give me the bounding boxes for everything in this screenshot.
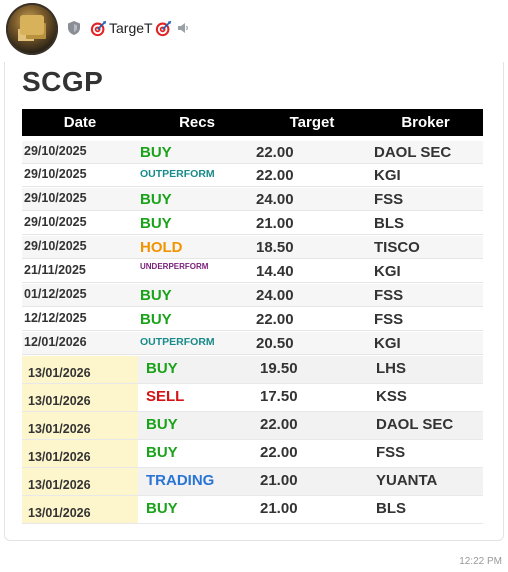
date-cell: 29/10/2025	[24, 144, 87, 158]
date-cell: 13/01/2026	[28, 450, 91, 464]
date-cell: 29/10/2025	[24, 167, 87, 181]
column-header-target: Target	[289, 114, 335, 131]
target-cell: 14.40	[256, 263, 294, 280]
sender-name[interactable]: TargeT	[90, 18, 172, 38]
broker-cell: FSS	[374, 311, 404, 328]
date-cell: 29/10/2025	[24, 239, 87, 253]
rec-cell: BUY	[140, 215, 172, 232]
table-row: 13/01/2026 SELL 17.50 KSS	[22, 384, 483, 412]
broker-cell: DAOL SEC	[374, 144, 452, 161]
target-cell: 21.00	[256, 215, 294, 232]
broker-cell: TISCO	[374, 239, 420, 256]
rec-cell: BUY	[140, 191, 172, 208]
avatar-image	[20, 15, 44, 35]
broker-cell: KGI	[374, 167, 401, 184]
table-row: 13/01/2026 BUY 22.00 DAOL SEC	[22, 412, 483, 440]
target-cell: 20.50	[256, 335, 294, 352]
table-row: 13/01/2026 TRADING 21.00 YUANTA	[22, 468, 483, 496]
table-header: Date Recs Target Broker	[22, 109, 483, 136]
table-row: 13/01/2026 BUY 22.00 FSS	[22, 440, 483, 468]
column-header-broker: Broker	[401, 114, 450, 131]
table-row: 29/10/2025 BUY 21.00 BLS	[22, 212, 483, 235]
rec-cell: UNDERPERFORM	[140, 262, 209, 271]
table-row: 12/12/2025 BUY 22.00 FSS	[22, 308, 483, 331]
speaker-icon[interactable]	[176, 21, 190, 35]
date-highlight	[22, 356, 138, 383]
broker-cell: KSS	[376, 388, 407, 405]
target-cell: 22.00	[260, 444, 298, 461]
dart-target-icon	[90, 20, 107, 36]
avatar[interactable]	[6, 3, 58, 55]
date-cell: 12/12/2025	[24, 311, 87, 325]
date-highlight	[22, 412, 138, 439]
broker-cell: FSS	[374, 287, 404, 304]
shield-icon	[68, 21, 80, 35]
broker-cell: LHS	[376, 360, 406, 377]
broker-cell: KGI	[374, 263, 401, 280]
table-row: 21/11/2025 UNDERPERFORM 14.40 KGI	[22, 260, 483, 283]
table-row: 13/01/2026 BUY 21.00 BLS	[22, 496, 483, 524]
message-timestamp: 12:22 PM	[459, 556, 502, 567]
target-cell: 22.00	[256, 144, 294, 161]
date-cell: 13/01/2026	[28, 422, 91, 436]
rec-cell: TRADING	[146, 472, 215, 489]
rec-cell: BUY	[146, 500, 178, 517]
date-cell: 21/11/2025	[24, 263, 86, 277]
rec-cell: BUY	[146, 360, 178, 377]
target-cell: 22.00	[256, 311, 294, 328]
target-cell: 21.00	[260, 472, 298, 489]
target-cell: 17.50	[260, 388, 298, 405]
table-row: 29/10/2025 BUY 24.00 FSS	[22, 188, 483, 211]
table-row: 29/10/2025 HOLD 18.50 TISCO	[22, 236, 483, 259]
rec-cell: HOLD	[140, 239, 183, 256]
date-highlight	[22, 384, 138, 411]
target-cell: 24.00	[256, 287, 294, 304]
broker-cell: BLS	[376, 500, 406, 517]
date-cell: 29/10/2025	[24, 191, 87, 205]
table-row: 29/10/2025 OUTPERFORM 22.00 KGI	[22, 164, 483, 187]
target-cell: 22.00	[260, 416, 298, 433]
table-row: 01/12/2025 BUY 24.00 FSS	[22, 284, 483, 307]
rec-cell: SELL	[146, 388, 185, 405]
table-row: 12/01/2026 OUTPERFORM 20.50 KGI	[22, 332, 483, 355]
date-cell: 13/01/2026	[28, 366, 91, 380]
rec-cell: BUY	[146, 416, 178, 433]
broker-cell: FSS	[376, 444, 406, 461]
date-highlight	[22, 440, 138, 467]
target-cell: 22.00	[256, 167, 294, 184]
column-header-date: Date	[63, 114, 97, 131]
table-row: 29/10/2025 BUY 22.00 DAOL SEC	[22, 141, 483, 164]
broker-cell: DAOL SEC	[376, 416, 454, 433]
broker-cell: KGI	[374, 335, 401, 352]
target-cell: 21.00	[260, 500, 298, 517]
rec-cell: BUY	[140, 287, 172, 304]
broker-cell: FSS	[374, 191, 404, 208]
date-cell: 13/01/2026	[28, 478, 91, 492]
rec-cell: OUTPERFORM	[140, 168, 215, 180]
date-cell: 01/12/2025	[24, 287, 87, 301]
table-row: 13/01/2026 BUY 19.50 LHS	[22, 356, 483, 384]
dart-target-icon	[155, 20, 171, 36]
target-cell: 24.00	[256, 191, 294, 208]
recommendation-table: Date Recs Target Broker	[22, 109, 483, 136]
date-cell: 12/01/2026	[24, 335, 87, 349]
date-cell: 13/01/2026	[28, 506, 91, 520]
date-cell: 29/10/2025	[24, 215, 87, 229]
stock-title: SCGP	[22, 66, 104, 97]
column-header-recs: Recs	[179, 114, 215, 131]
chat-header: TargeT	[0, 0, 508, 60]
target-cell: 19.50	[260, 360, 298, 377]
date-cell: 13/01/2026	[28, 394, 91, 408]
rec-cell: BUY	[140, 144, 172, 161]
target-cell: 18.50	[256, 239, 294, 256]
date-highlight	[22, 468, 138, 495]
rec-cell: BUY	[146, 444, 178, 461]
broker-cell: BLS	[374, 215, 404, 232]
rec-cell: OUTPERFORM	[140, 336, 215, 348]
broker-cell: YUANTA	[376, 472, 438, 489]
date-highlight	[22, 496, 138, 523]
sender-label: TargeT	[109, 20, 153, 36]
rec-cell: BUY	[140, 311, 172, 328]
